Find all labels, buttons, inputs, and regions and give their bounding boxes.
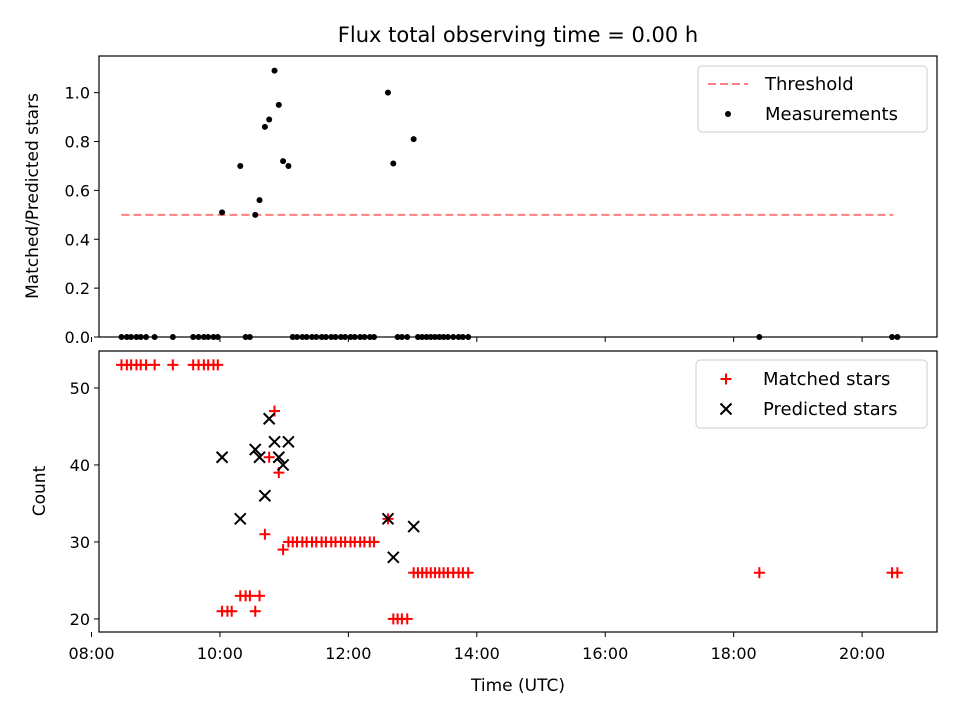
bottom-y-axis-label: Count (30, 465, 50, 516)
predicted-stars-points (215, 412, 420, 564)
bottom-plot-frame (98, 350, 938, 633)
matched-star-point (212, 359, 224, 371)
legend-threshold-label: Threshold (764, 74, 854, 95)
matched-star-point (277, 544, 289, 556)
legend-measurements-label: Measurements (765, 104, 898, 125)
predicted-star-point (387, 551, 400, 564)
x-tick-label: 12:00 (325, 644, 371, 663)
predicted-star-point (407, 520, 420, 533)
measurement-point (219, 209, 226, 216)
top-y-tick-label: 0.8 (65, 133, 90, 152)
measurement-point (384, 89, 391, 96)
legend-predicted-marker (719, 402, 733, 416)
bottom-y-tick-label: 40 (70, 456, 90, 475)
legend-matched-marker (720, 373, 732, 385)
matched-stars-points (115, 359, 903, 625)
top-x-axis (91, 337, 863, 342)
legend-predicted-label: Predicted stars (763, 399, 897, 420)
top-y-tick-label: 0.0 (65, 328, 90, 347)
predicted-star-point (215, 451, 229, 464)
measurement-point (237, 162, 244, 169)
top-y-tick-label: 0.6 (65, 181, 90, 200)
measurement-point (280, 158, 287, 165)
predicted-star-point (272, 451, 286, 464)
predicted-star-point (276, 458, 290, 472)
predicted-star-point (282, 435, 295, 449)
measurement-point (390, 160, 397, 167)
measurement-point (410, 136, 417, 143)
matched-star-point (753, 567, 765, 579)
matched-star-point (244, 590, 256, 602)
measurement-points (118, 67, 901, 340)
x-tick-label: 16:00 (582, 644, 628, 663)
predicted-star-point (234, 512, 247, 526)
predicted-star-point (381, 512, 395, 526)
x-axis-label: Time (UTC) (470, 676, 565, 696)
predicted-star-point (268, 435, 281, 449)
top-panel: 0.0 0.2 0.4 0.6 0.8 1.0 Matched/Predicted sta… (23, 55, 938, 347)
matched-star-point (259, 528, 271, 540)
bottom-y-tick-label: 20 (70, 610, 90, 629)
predicted-star-point (249, 443, 262, 456)
x-tick-label: 10:00 (197, 644, 243, 663)
measurement-point (256, 197, 263, 204)
bottom-panel: 20 30 40 50 08:00 10:00 12:00 14:00 16:00 18:00 2… (30, 350, 938, 696)
top-plot-frame (98, 55, 938, 338)
bottom-y-tick-label: 50 (70, 379, 90, 398)
matched-star-point (263, 451, 275, 463)
legend-matched-label: Matched stars (763, 369, 890, 390)
matched-star-point (167, 359, 179, 371)
x-tick-label: 20:00 (839, 644, 885, 663)
bottom-x-axis: 08:00 10:00 12:00 14:00 16:00 18:00 20:00 (68, 632, 885, 663)
bottom-y-axis: 20 30 40 50 (70, 379, 99, 629)
predicted-star-point (253, 451, 266, 464)
legend-matched-swatch (720, 373, 732, 385)
measurement-point (271, 67, 278, 74)
measurement-point (285, 162, 292, 169)
matched-star-point (368, 536, 380, 548)
x-tick-label: 08:00 (68, 644, 114, 663)
top-y-tick-label: 1.0 (65, 84, 90, 103)
matched-star-point (254, 590, 266, 602)
matched-star-point (149, 359, 161, 371)
matched-star-point (462, 567, 474, 579)
top-y-axis-label: Matched/Predicted stars (23, 93, 43, 299)
measurement-point (275, 101, 282, 108)
matched-star-point (891, 567, 903, 579)
legend-measurements-swatch (725, 111, 731, 117)
top-y-axis: 0.0 0.2 0.4 0.6 0.8 1.0 (65, 84, 99, 347)
measurement-point (252, 211, 259, 218)
x-tick-label: 14:00 (454, 644, 500, 663)
bottom-y-tick-label: 30 (70, 533, 90, 552)
matched-star-point (401, 613, 413, 625)
top-y-tick-label: 0.4 (65, 230, 90, 249)
top-y-tick-label: 0.2 (65, 279, 90, 298)
chart-title: Flux total observing time = 0.00 h (338, 23, 698, 47)
predicted-star-point (258, 489, 272, 502)
bottom-legend: Matched stars Predicted stars (695, 359, 928, 429)
top-legend: Threshold Measurements (697, 65, 928, 133)
measurement-point (266, 116, 273, 123)
legend-predicted-swatch (719, 402, 733, 416)
top-legend-box (697, 65, 928, 133)
measurement-point (261, 123, 268, 130)
x-tick-label: 18:00 (711, 644, 757, 663)
bottom-legend-box (695, 359, 928, 429)
predicted-star-point (262, 412, 276, 425)
matched-star-point (269, 405, 281, 417)
matched-star-point (226, 605, 238, 617)
matched-star-point (249, 605, 261, 617)
